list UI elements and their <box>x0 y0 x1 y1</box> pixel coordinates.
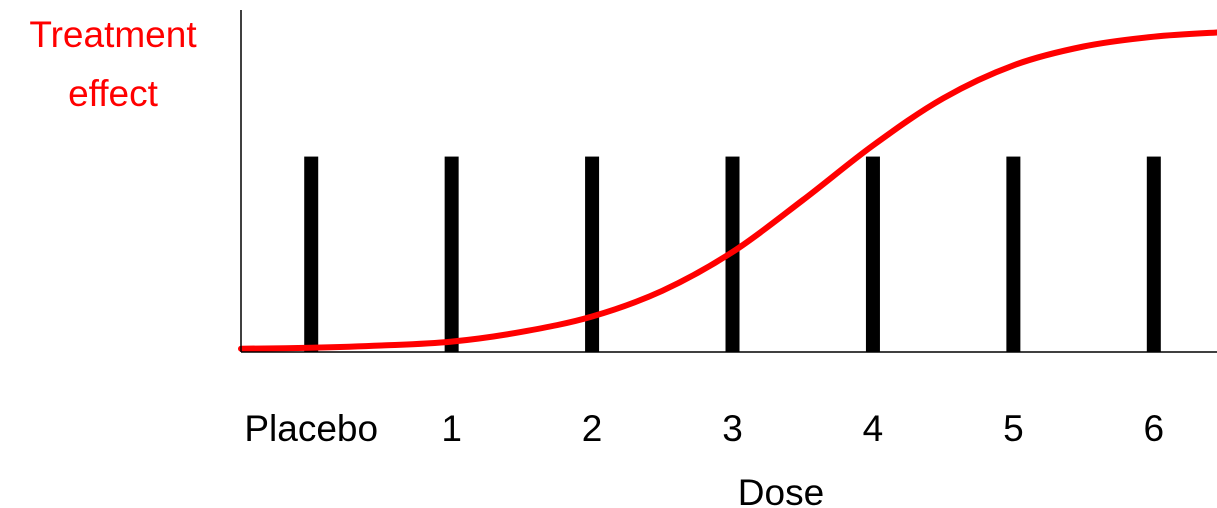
y-axis-label-line-1: Treatment <box>29 14 197 55</box>
x-tick-label-4: 4 <box>863 408 884 449</box>
x-tick-labels: Placebo 1 2 3 4 5 6 <box>244 408 1164 449</box>
y-axis-label-line-2: effect <box>68 73 159 114</box>
dose-bar-6 <box>1146 156 1161 352</box>
x-tick-label-1: 1 <box>441 408 462 449</box>
dose-bar-placebo <box>304 156 319 352</box>
dose-bar-4 <box>865 156 880 352</box>
dose-bar-1 <box>444 156 459 352</box>
x-tick-label-placebo: Placebo <box>244 408 378 449</box>
dose-bar-2 <box>585 156 600 352</box>
x-tick-label-3: 3 <box>722 408 743 449</box>
x-tick-label-6: 6 <box>1144 408 1165 449</box>
x-tick-label-5: 5 <box>1003 408 1024 449</box>
dose-bar-5 <box>1006 156 1021 352</box>
x-axis-label: Dose <box>738 472 824 508</box>
x-tick-label-2: 2 <box>582 408 603 449</box>
treatment-effect-curve <box>238 29 1217 352</box>
